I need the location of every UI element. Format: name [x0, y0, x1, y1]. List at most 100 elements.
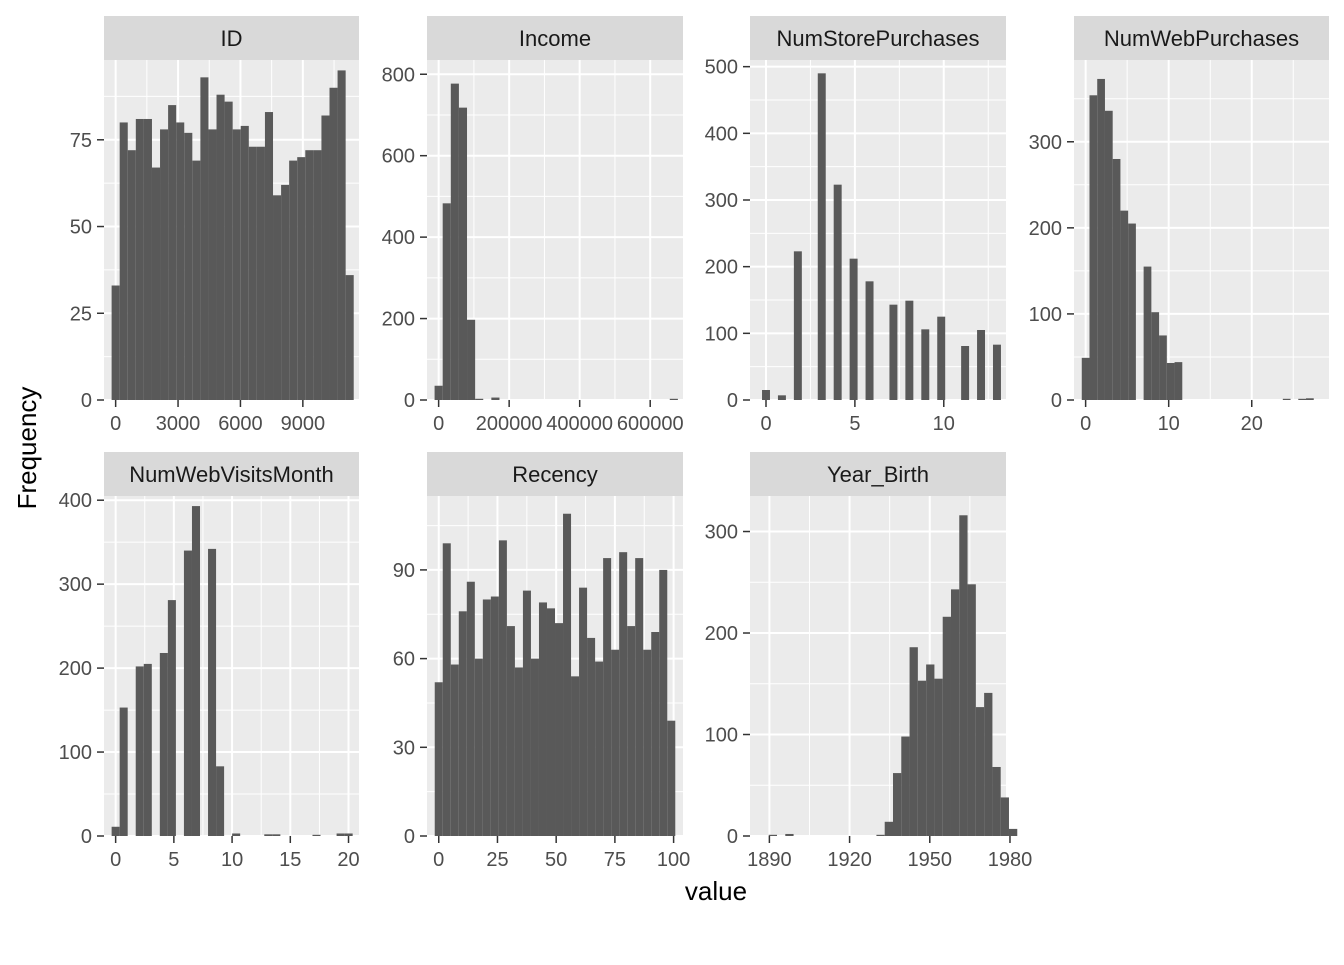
histogram-bar [111, 826, 120, 836]
y-tick-label: 0 [404, 390, 415, 412]
histogram-bar [777, 395, 786, 400]
histogram-bar [313, 150, 322, 400]
histogram-bar [111, 285, 120, 400]
histogram-bar [921, 329, 930, 400]
histogram-bar [167, 600, 176, 836]
histogram-bar [659, 569, 668, 836]
histogram-bar [474, 658, 483, 836]
histogram-bar [475, 398, 484, 400]
histogram-bar [135, 666, 144, 836]
y-tick-label: 300 [59, 574, 92, 596]
histogram-bar [442, 543, 451, 836]
facet-strip-label: NumWebVisitsMonth [129, 462, 334, 487]
x-tick-label: 9000 [281, 413, 326, 435]
facet-strip-label: NumStorePurchases [777, 26, 980, 51]
facet-strip [104, 16, 359, 60]
y-tick-label: 100 [705, 725, 738, 747]
histogram-bar [651, 632, 660, 836]
histogram-bar [506, 626, 515, 836]
histogram-bar [297, 157, 306, 400]
histogram-bar [240, 125, 249, 400]
y-tick-label: 300 [705, 522, 738, 544]
histogram-bar [595, 661, 604, 836]
histogram-bar [458, 611, 467, 836]
y-tick-label: 100 [705, 323, 738, 345]
facet-panel-numwebpurchases: NumWebPurchases 0 100 200 300 0 10 20 [1029, 16, 1329, 435]
histogram-bar [1120, 210, 1129, 400]
y-tick-label: 0 [81, 390, 92, 412]
histogram-bar [191, 506, 201, 836]
histogram-bar [950, 589, 960, 836]
histogram-bar [208, 129, 217, 400]
histogram-bar [264, 834, 273, 836]
histogram-bar [967, 584, 976, 836]
histogram-bar [321, 115, 330, 401]
histogram-bar [785, 833, 794, 836]
facet-panel-year-birth: Year_Birth 0 100 200 300 1890 1920 1950 1980 [705, 452, 1032, 871]
y-tick-label: 500 [705, 57, 738, 79]
histogram-bar [264, 112, 274, 400]
histogram-bar [466, 581, 475, 836]
histogram-bar [208, 548, 217, 836]
y-tick-label: 100 [59, 742, 92, 764]
y-tick-label: 200 [705, 257, 738, 279]
histogram-bar [1143, 266, 1152, 400]
histogram-bar [865, 281, 874, 400]
histogram-bar [232, 833, 241, 836]
histogram-bar [538, 602, 547, 836]
y-tick-label: 200 [59, 658, 92, 680]
x-tick-label: 0 [1080, 413, 1091, 435]
histogram-bar [135, 118, 144, 401]
x-tick-label: 10 [221, 849, 243, 871]
x-tick-label: 6000 [218, 413, 263, 435]
x-tick-label: 10 [933, 413, 955, 435]
histogram-bar [579, 587, 588, 836]
histogram-bar [337, 70, 346, 400]
facet-strip [750, 452, 1006, 496]
histogram-bar [143, 118, 152, 401]
y-tick-label: 400 [382, 227, 415, 249]
histogram-bar [768, 834, 778, 836]
facet-strip-label: Income [519, 26, 591, 51]
facet-strip [427, 452, 683, 496]
x-tick-label: 20 [337, 849, 359, 871]
histogram-bar [603, 558, 612, 836]
x-tick-label: 100 [657, 849, 690, 871]
x-tick-label: 3000 [156, 413, 201, 435]
y-tick-label: 50 [70, 217, 92, 239]
y-tick-label: 90 [393, 560, 415, 582]
y-tick-label: 25 [70, 303, 92, 325]
histogram-bar [905, 300, 914, 400]
x-tick-label: 0 [433, 413, 444, 435]
histogram-bar [159, 652, 168, 836]
histogram-bar [1128, 223, 1136, 400]
histogram-bar [200, 77, 209, 401]
facet-panel-numstorepurchases: NumStorePurchases 0 100 200 300 400 500 0 5 10 [705, 16, 1006, 435]
y-tick-label: 200 [382, 309, 415, 331]
histogram-bar [611, 649, 620, 836]
histogram-bar [1298, 398, 1307, 400]
y-tick-label: 0 [81, 826, 92, 848]
histogram-bar [992, 766, 1001, 836]
histogram-bar [216, 766, 225, 836]
facet-panel-income: Income 0 200 400 600 800 0 200000 400000 600000 [382, 16, 684, 435]
y-tick-label: 400 [59, 490, 92, 512]
x-tick-label: 1890 [747, 849, 792, 871]
histogram-bar [272, 834, 281, 836]
histogram-bar [329, 87, 338, 401]
histogram-bar [667, 720, 676, 836]
histogram-bar [458, 107, 468, 400]
x-tick-label: 5 [168, 849, 179, 871]
histogram-bar [876, 834, 885, 836]
histogram-bar [977, 330, 986, 400]
histogram-bar [563, 513, 572, 836]
histogram-bar [1306, 398, 1314, 400]
histogram-bar [184, 132, 193, 400]
y-tick-label: 300 [705, 190, 738, 212]
histogram-bar [336, 833, 345, 836]
x-tick-label: 0 [110, 849, 121, 871]
histogram-bar [183, 550, 192, 836]
x-tick-label: 200000 [476, 413, 543, 435]
facet-strip-label: Year_Birth [827, 462, 929, 487]
